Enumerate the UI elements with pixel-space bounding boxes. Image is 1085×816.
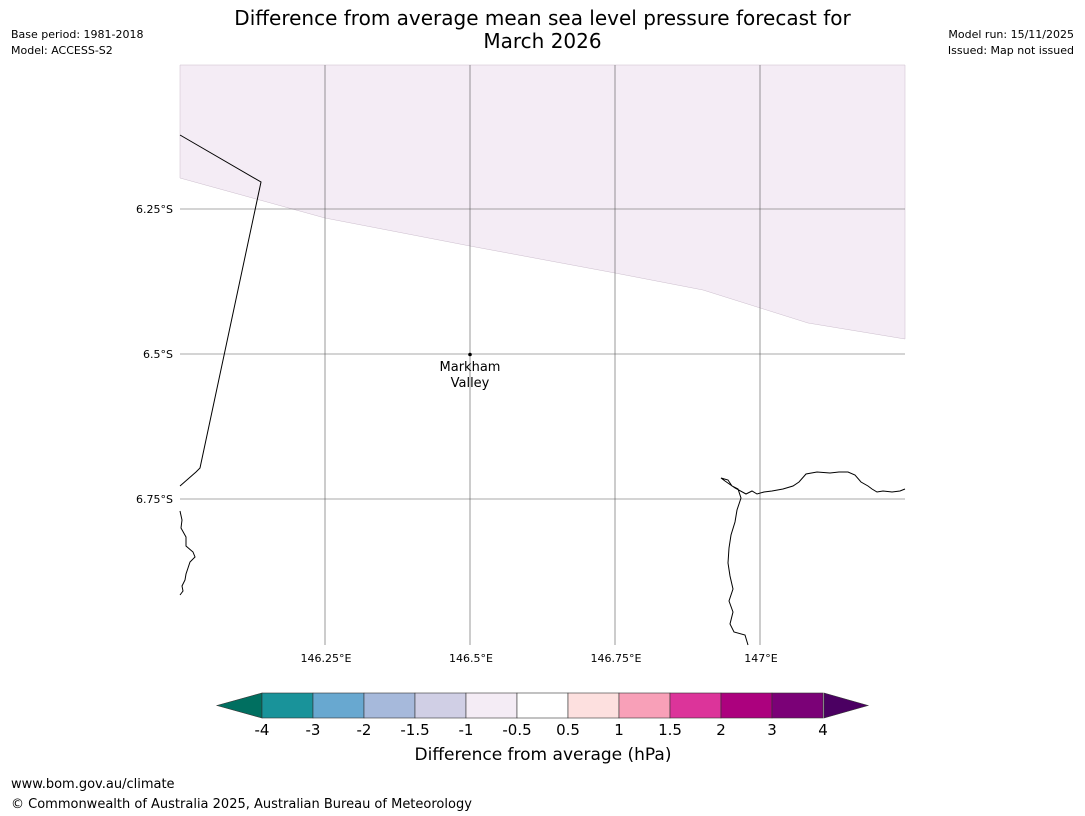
colorbar-segment bbox=[720, 692, 773, 719]
colorbar-segment bbox=[414, 692, 467, 719]
anomaly-region bbox=[179, 64, 906, 340]
colorbar-segment bbox=[771, 692, 824, 719]
colorbar-tick-label: -4 bbox=[254, 721, 270, 739]
colorbar-segment bbox=[363, 692, 416, 719]
colorbar-segment bbox=[465, 692, 518, 719]
meta-left: Base period: 1981-2018 Model: ACCESS-S2 bbox=[11, 27, 143, 59]
colorbar-segments bbox=[261, 692, 824, 719]
colorbar-segment bbox=[669, 692, 722, 719]
colorbar-tick-label: -2 bbox=[356, 721, 372, 739]
place-name-line-2: Valley bbox=[450, 376, 490, 391]
lat-label-6-25: 6.25°S bbox=[136, 203, 173, 216]
meta-right: Model run: 15/11/2025 Issued: Map not is… bbox=[948, 27, 1074, 59]
lon-label-146-25: 146.25°E bbox=[300, 652, 352, 665]
place-label-markham-valley: Markham Valley bbox=[420, 360, 520, 392]
colorbar-tick-label: 1 bbox=[614, 721, 624, 739]
title-line-1: Difference from average mean sea level p… bbox=[234, 6, 851, 30]
page-title: Difference from average mean sea level p… bbox=[170, 7, 915, 53]
footer-url: www.bom.gov.au/climate bbox=[11, 777, 175, 792]
colorbar-tick-label: 0.5 bbox=[556, 721, 580, 739]
colorbar-segment bbox=[261, 692, 314, 719]
colorbar-tick-label: -1.5 bbox=[400, 721, 430, 739]
coastline-left bbox=[179, 510, 196, 596]
colorbar-tick-label: -3 bbox=[305, 721, 321, 739]
colorbar-segment bbox=[516, 692, 569, 719]
lon-label-146-5: 146.5°E bbox=[449, 652, 493, 665]
lat-label-6-5: 6.5°S bbox=[143, 348, 173, 361]
footer: www.bom.gov.au/climate © Commonwealth of… bbox=[11, 775, 472, 815]
colorbar-segment bbox=[312, 692, 365, 719]
gridlines bbox=[180, 65, 905, 645]
colorbar-segment bbox=[618, 692, 671, 719]
footer-copyright: © Commonwealth of Australia 2025, Austra… bbox=[11, 797, 472, 812]
colorbar-label: Difference from average (hPa) bbox=[414, 745, 672, 765]
colorbar-tick-label: 3 bbox=[767, 721, 777, 739]
colorbar-tick-label: 2 bbox=[716, 721, 726, 739]
colorbar bbox=[215, 692, 870, 719]
coastline-right bbox=[720, 471, 906, 646]
colorbar-tick-label: -0.5 bbox=[502, 721, 532, 739]
base-period: Base period: 1981-2018 bbox=[11, 28, 144, 41]
border-line bbox=[179, 134, 262, 487]
colorbar-segment bbox=[567, 692, 620, 719]
model-name: Model: ACCESS-S2 bbox=[11, 44, 113, 57]
colorbar-tick-label: 1.5 bbox=[658, 721, 682, 739]
place-name-line-1: Markham bbox=[439, 360, 501, 375]
lat-label-6-75: 6.75°S bbox=[136, 493, 173, 506]
colorbar-over-triangle bbox=[823, 692, 870, 719]
title-line-2: March 2026 bbox=[483, 29, 602, 53]
markham-valley-marker bbox=[468, 352, 472, 357]
lon-label-147: 147°E bbox=[744, 652, 778, 665]
lon-label-146-75: 146.75°E bbox=[590, 652, 642, 665]
colorbar-tick-label: 4 bbox=[818, 721, 828, 739]
issued-status: Issued: Map not issued bbox=[947, 44, 1074, 57]
model-run: Model run: 15/11/2025 bbox=[948, 28, 1074, 41]
colorbar-under-triangle bbox=[215, 692, 263, 719]
colorbar-tick-label: -1 bbox=[458, 721, 474, 739]
